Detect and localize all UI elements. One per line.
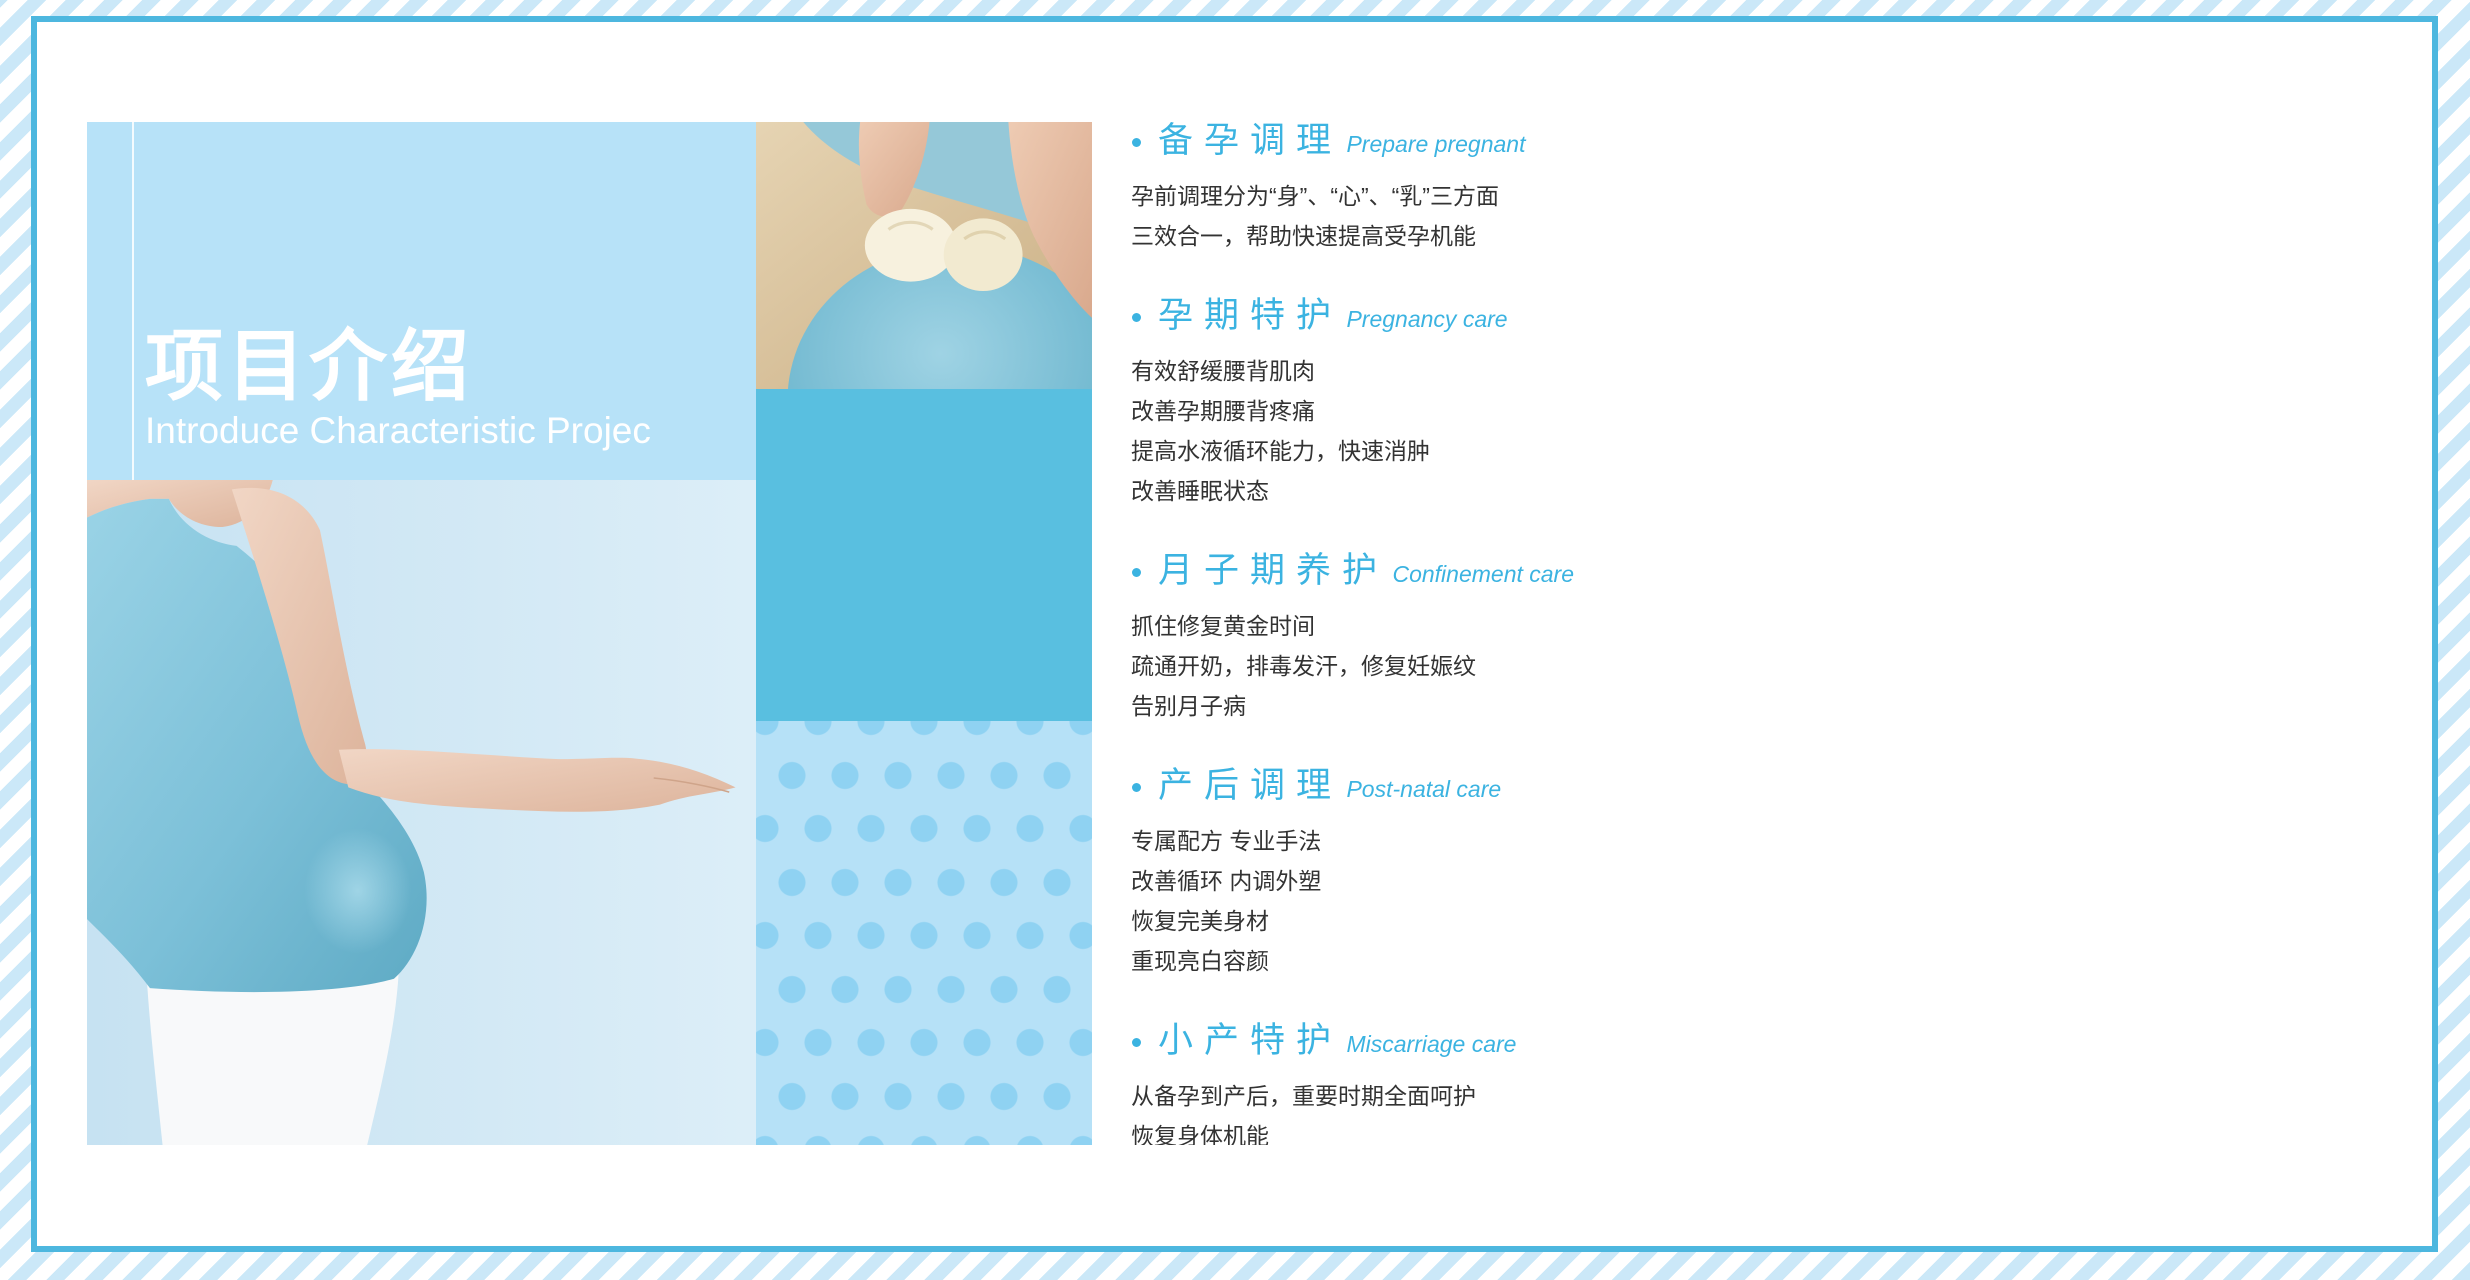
service-heading: 小产特护 Miscarriage care bbox=[1131, 1017, 2231, 1065]
service-line: 重现亮白容颜 bbox=[1131, 948, 1269, 974]
service-line: 恢复身体机能 bbox=[1131, 1123, 1269, 1145]
service-heading: 备孕调理 Prepare pregnant bbox=[1131, 117, 2231, 165]
service-title-cn: 月子期养护 bbox=[1158, 551, 1389, 590]
bullet-dot-icon bbox=[1132, 138, 1141, 147]
service-item-post-natal-care: 产后调理 Post-natal care 专属配方 专业手法 改善循环 内调外塑… bbox=[1131, 762, 2231, 981]
baby-shoes-photo bbox=[756, 122, 1092, 389]
title-panel: 项目介绍 Introduce Characteristic Projec bbox=[87, 122, 756, 480]
bullet-dot-icon bbox=[1132, 568, 1141, 577]
service-title-cn: 小产特护 bbox=[1158, 1021, 1343, 1060]
service-title-cn: 备孕调理 bbox=[1158, 121, 1343, 160]
intro-title: 项目介绍 bbox=[145, 322, 474, 410]
pregnant-woman-photo bbox=[87, 480, 756, 1145]
service-title-en: Confinement care bbox=[1392, 561, 1575, 587]
service-line: 三效合一，帮助快速提高受孕机能 bbox=[1131, 223, 1476, 249]
service-list: 备孕调理 Prepare pregnant 孕前调理分为“身”、“心”、“乳”三… bbox=[1131, 117, 2231, 1145]
bullet-dot-icon bbox=[1132, 783, 1141, 792]
service-line: 提高水液循环能力，快速消肿 bbox=[1131, 438, 1430, 464]
intro-subtitle: Introduce Characteristic Projec bbox=[145, 410, 651, 451]
service-title-en: Post-natal care bbox=[1346, 776, 1502, 802]
service-line: 告别月子病 bbox=[1131, 693, 1246, 719]
intro-visual: 项目介绍 Introduce Characteristic Projec bbox=[87, 122, 1092, 1145]
service-item-miscarriage-care: 小产特护 Miscarriage care 从备孕到产后，重要时期全面呵护 恢复… bbox=[1131, 1017, 2231, 1145]
service-title-cn: 孕期特护 bbox=[1158, 296, 1343, 335]
service-line: 从备孕到产后，重要时期全面呵护 bbox=[1131, 1083, 1476, 1109]
service-heading: 孕期特护 Pregnancy care bbox=[1131, 292, 2231, 340]
bullet-dot-icon bbox=[1132, 313, 1141, 322]
pregnant-woman-illustration bbox=[87, 480, 736, 1145]
service-item-prepare-pregnant: 备孕调理 Prepare pregnant 孕前调理分为“身”、“心”、“乳”三… bbox=[1131, 117, 2231, 256]
service-line: 改善循环 内调外塑 bbox=[1131, 868, 1322, 894]
service-title-en: Miscarriage care bbox=[1346, 1031, 1517, 1057]
divider-line bbox=[132, 122, 134, 480]
service-item-pregnancy-care: 孕期特护 Pregnancy care 有效舒缓腰背肌肉 改善孕期腰背疼痛 提高… bbox=[1131, 292, 2231, 511]
service-title-cn: 产后调理 bbox=[1158, 766, 1343, 805]
color-block bbox=[756, 389, 1092, 721]
service-title-en: Pregnancy care bbox=[1346, 306, 1508, 332]
polka-dot-pattern bbox=[756, 721, 1092, 1145]
content-frame: 项目介绍 Introduce Characteristic Projec bbox=[31, 16, 2438, 1252]
service-item-confinement-care: 月子期养护 Confinement care 抓住修复黄金时间 疏通开奶，排毒发… bbox=[1131, 547, 2231, 726]
service-line: 抓住修复黄金时间 bbox=[1131, 613, 1315, 639]
service-line: 有效舒缓腰背肌肉 bbox=[1131, 358, 1315, 384]
service-heading: 月子期养护 Confinement care bbox=[1131, 547, 2231, 595]
service-line: 改善睡眠状态 bbox=[1131, 478, 1269, 504]
service-line: 改善孕期腰背疼痛 bbox=[1131, 398, 1315, 424]
service-title-en: Prepare pregnant bbox=[1346, 131, 1526, 157]
service-line: 恢复完美身材 bbox=[1131, 908, 1269, 934]
service-line: 专属配方 专业手法 bbox=[1131, 828, 1322, 854]
service-line: 孕前调理分为“身”、“心”、“乳”三方面 bbox=[1131, 183, 1499, 209]
bullet-dot-icon bbox=[1132, 1038, 1141, 1047]
service-heading: 产后调理 Post-natal care bbox=[1131, 762, 2231, 810]
service-line: 疏通开奶，排毒发汗，修复妊娠纹 bbox=[1131, 653, 1476, 679]
baby-shoes-illustration bbox=[756, 122, 1092, 389]
